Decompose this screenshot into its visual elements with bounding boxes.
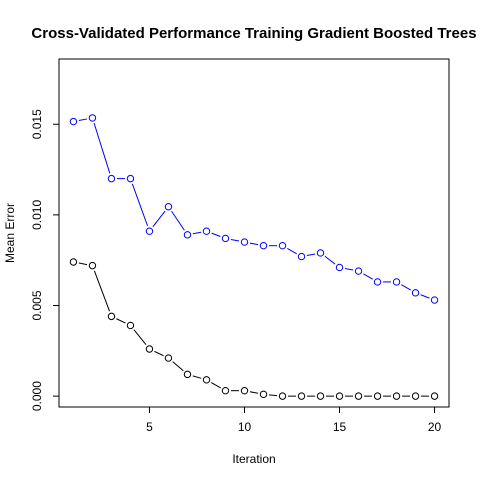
data-point	[335, 263, 344, 272]
data-point	[430, 392, 439, 400]
y-axis: 0.000 0.005 0.010 0.015	[30, 109, 60, 411]
series-line-segment	[192, 231, 202, 235]
data-point	[88, 261, 97, 270]
series-line-segment	[363, 273, 374, 280]
series-line-segment	[249, 391, 259, 394]
series-line-segment	[249, 242, 259, 246]
series-line-segment	[93, 123, 111, 174]
series-line-segment	[420, 294, 430, 299]
data-point	[221, 386, 230, 395]
series-line-segment	[172, 361, 184, 372]
x-tick-label: 10	[238, 420, 252, 434]
series-layer	[69, 114, 439, 400]
y-tick-label: 0.005	[30, 290, 44, 320]
data-point	[411, 392, 420, 400]
data-point	[145, 227, 154, 235]
data-point	[164, 203, 173, 211]
data-point	[183, 231, 192, 239]
series-line-segment	[211, 382, 221, 389]
data-point	[430, 296, 439, 304]
series-line-segment	[131, 183, 149, 227]
data-point	[126, 174, 135, 183]
series-line-segment	[116, 318, 126, 324]
data-point	[373, 392, 382, 400]
series-line-segment	[230, 238, 240, 242]
data-point	[316, 249, 325, 257]
data-point	[373, 278, 382, 286]
series-line-segment	[401, 284, 412, 291]
data-point	[164, 354, 173, 362]
series-line-segment	[268, 394, 278, 397]
data-point	[88, 114, 97, 122]
x-axis-label: Iteration	[232, 452, 275, 466]
x-tick-label: 5	[146, 420, 153, 434]
x-axis: 5 10 15 20	[146, 406, 442, 434]
data-point	[411, 289, 420, 297]
data-point	[259, 390, 268, 399]
data-point	[69, 258, 78, 266]
data-point	[183, 370, 192, 379]
series-line-segment	[192, 375, 202, 379]
data-point	[240, 386, 249, 395]
series-1	[69, 114, 439, 304]
chart-title: Cross-Validated Performance Training Gra…	[31, 25, 476, 42]
series-line-segment	[78, 262, 88, 266]
series-line-segment	[133, 329, 147, 346]
series-line-segment	[287, 247, 297, 255]
data-point	[259, 241, 268, 250]
data-point	[278, 241, 287, 250]
data-point	[354, 267, 363, 275]
series-line-segment	[154, 350, 164, 357]
series-line-segment	[93, 270, 110, 312]
data-point	[69, 117, 78, 126]
data-point	[278, 392, 287, 400]
data-point	[316, 392, 325, 400]
series-line-segment	[78, 118, 88, 121]
data-point	[202, 376, 211, 384]
series-line-segment	[344, 267, 354, 271]
x-tick-label: 20	[428, 420, 442, 434]
data-point	[221, 234, 230, 243]
data-point	[392, 278, 401, 286]
series-line-segment	[171, 210, 185, 231]
x-tick-label: 15	[333, 420, 347, 434]
y-axis-label: Mean Error	[3, 203, 17, 263]
data-point	[392, 392, 401, 400]
plot-frame	[58, 58, 450, 408]
data-point	[126, 321, 135, 330]
series-line-segment	[324, 255, 336, 265]
data-point	[297, 392, 306, 400]
y-tick-label: 0.000	[30, 381, 44, 411]
data-point	[107, 312, 116, 321]
y-tick-label: 0.010	[30, 200, 44, 230]
y-tick-label: 0.015	[30, 109, 44, 139]
data-point	[145, 345, 154, 353]
data-point	[240, 238, 249, 246]
series-2	[69, 258, 439, 400]
data-point	[354, 392, 363, 400]
data-point	[297, 252, 306, 261]
data-point	[335, 392, 344, 400]
series-line-segment	[306, 253, 316, 257]
series-line-segment	[211, 232, 221, 237]
data-point	[202, 227, 211, 235]
data-point	[107, 174, 116, 183]
series-line-segment	[152, 210, 166, 228]
